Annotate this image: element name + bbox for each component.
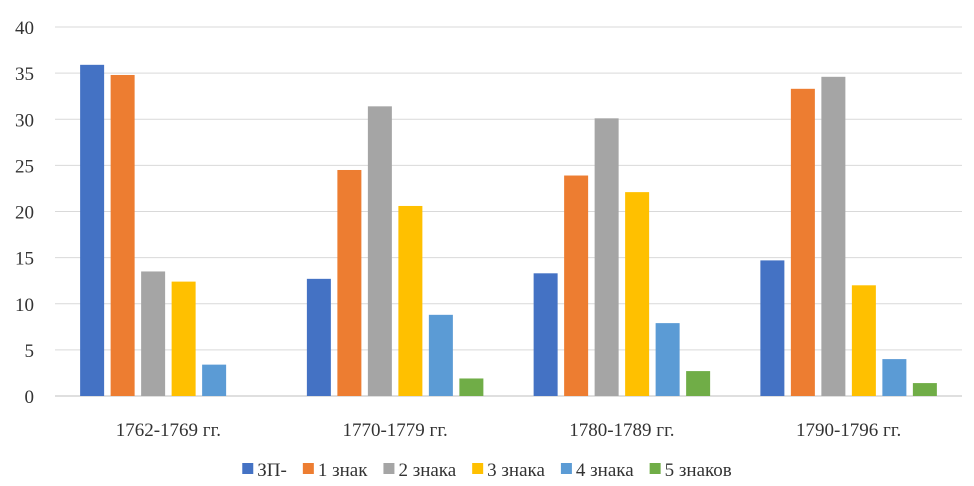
y-tick-label: 15 [15,249,34,270]
bar [760,260,785,396]
legend-swatch [649,463,661,474]
bar [337,169,362,396]
y-tick-label: 5 [25,341,35,362]
legend-item: 1 знак [302,460,368,481]
bar [202,364,227,396]
legend-label: 4 знака [576,460,634,481]
x-tick-label: 1780-1789 гг. [569,420,674,441]
y-tick-label: 35 [15,64,34,85]
bar [821,76,846,396]
x-axis-tick-labels: 1762-1769 гг. 1770-1779 гг. 1780-1789 гг. 1… [116,420,902,441]
bar [398,205,423,396]
legend-swatch [560,463,572,474]
y-tick-label: 0 [25,387,35,408]
bar [790,88,815,397]
bar [80,64,105,396]
legend-swatch [302,463,314,474]
legend-swatch [383,463,395,474]
legend-item: 5 знаков [649,460,732,481]
x-tick-label: 1790-1796 гг. [796,420,901,441]
bar [533,273,558,396]
legend: ЗП- 1 знак 2 знака 3 знака 4 знака 5 знаков [242,460,732,481]
legend-item: 3 знака [472,460,545,481]
y-axis-tick-labels: 0 5 10 15 20 25 30 35 40 [15,18,34,408]
bar [625,192,650,396]
grid-lines [55,26,962,397]
y-tick-label: 30 [15,110,34,131]
legend-label: 2 знака [398,460,456,481]
bar [110,74,135,396]
legend-label: 3 знака [487,460,545,481]
y-tick-label: 25 [15,156,34,177]
bar [428,314,453,396]
legend-item: 2 знака [383,460,457,481]
legend-item: ЗП- [242,460,287,481]
bar [141,271,166,396]
x-tick-label: 1762-1769 гг. [116,420,221,441]
bar [594,118,619,396]
bars [80,64,937,397]
y-tick-label: 10 [15,295,34,316]
bar [655,323,680,396]
bar [882,359,907,396]
bar [686,371,711,396]
legend-swatch [472,463,484,474]
x-tick-label: 1770-1779 гг. [342,420,447,441]
y-tick-label: 40 [15,18,34,39]
bar [459,378,484,396]
bar [306,278,331,396]
legend-item: 4 знака [560,460,634,481]
bar [912,383,937,396]
legend-label: 1 знак [318,460,368,481]
bar [564,175,589,396]
bar [367,106,392,397]
legend-swatch [242,463,254,474]
bar [171,281,196,396]
bar [851,285,876,396]
legend-label: ЗП- [257,460,287,481]
y-tick-label: 20 [15,203,34,224]
legend-label: 5 знаков [665,460,732,481]
